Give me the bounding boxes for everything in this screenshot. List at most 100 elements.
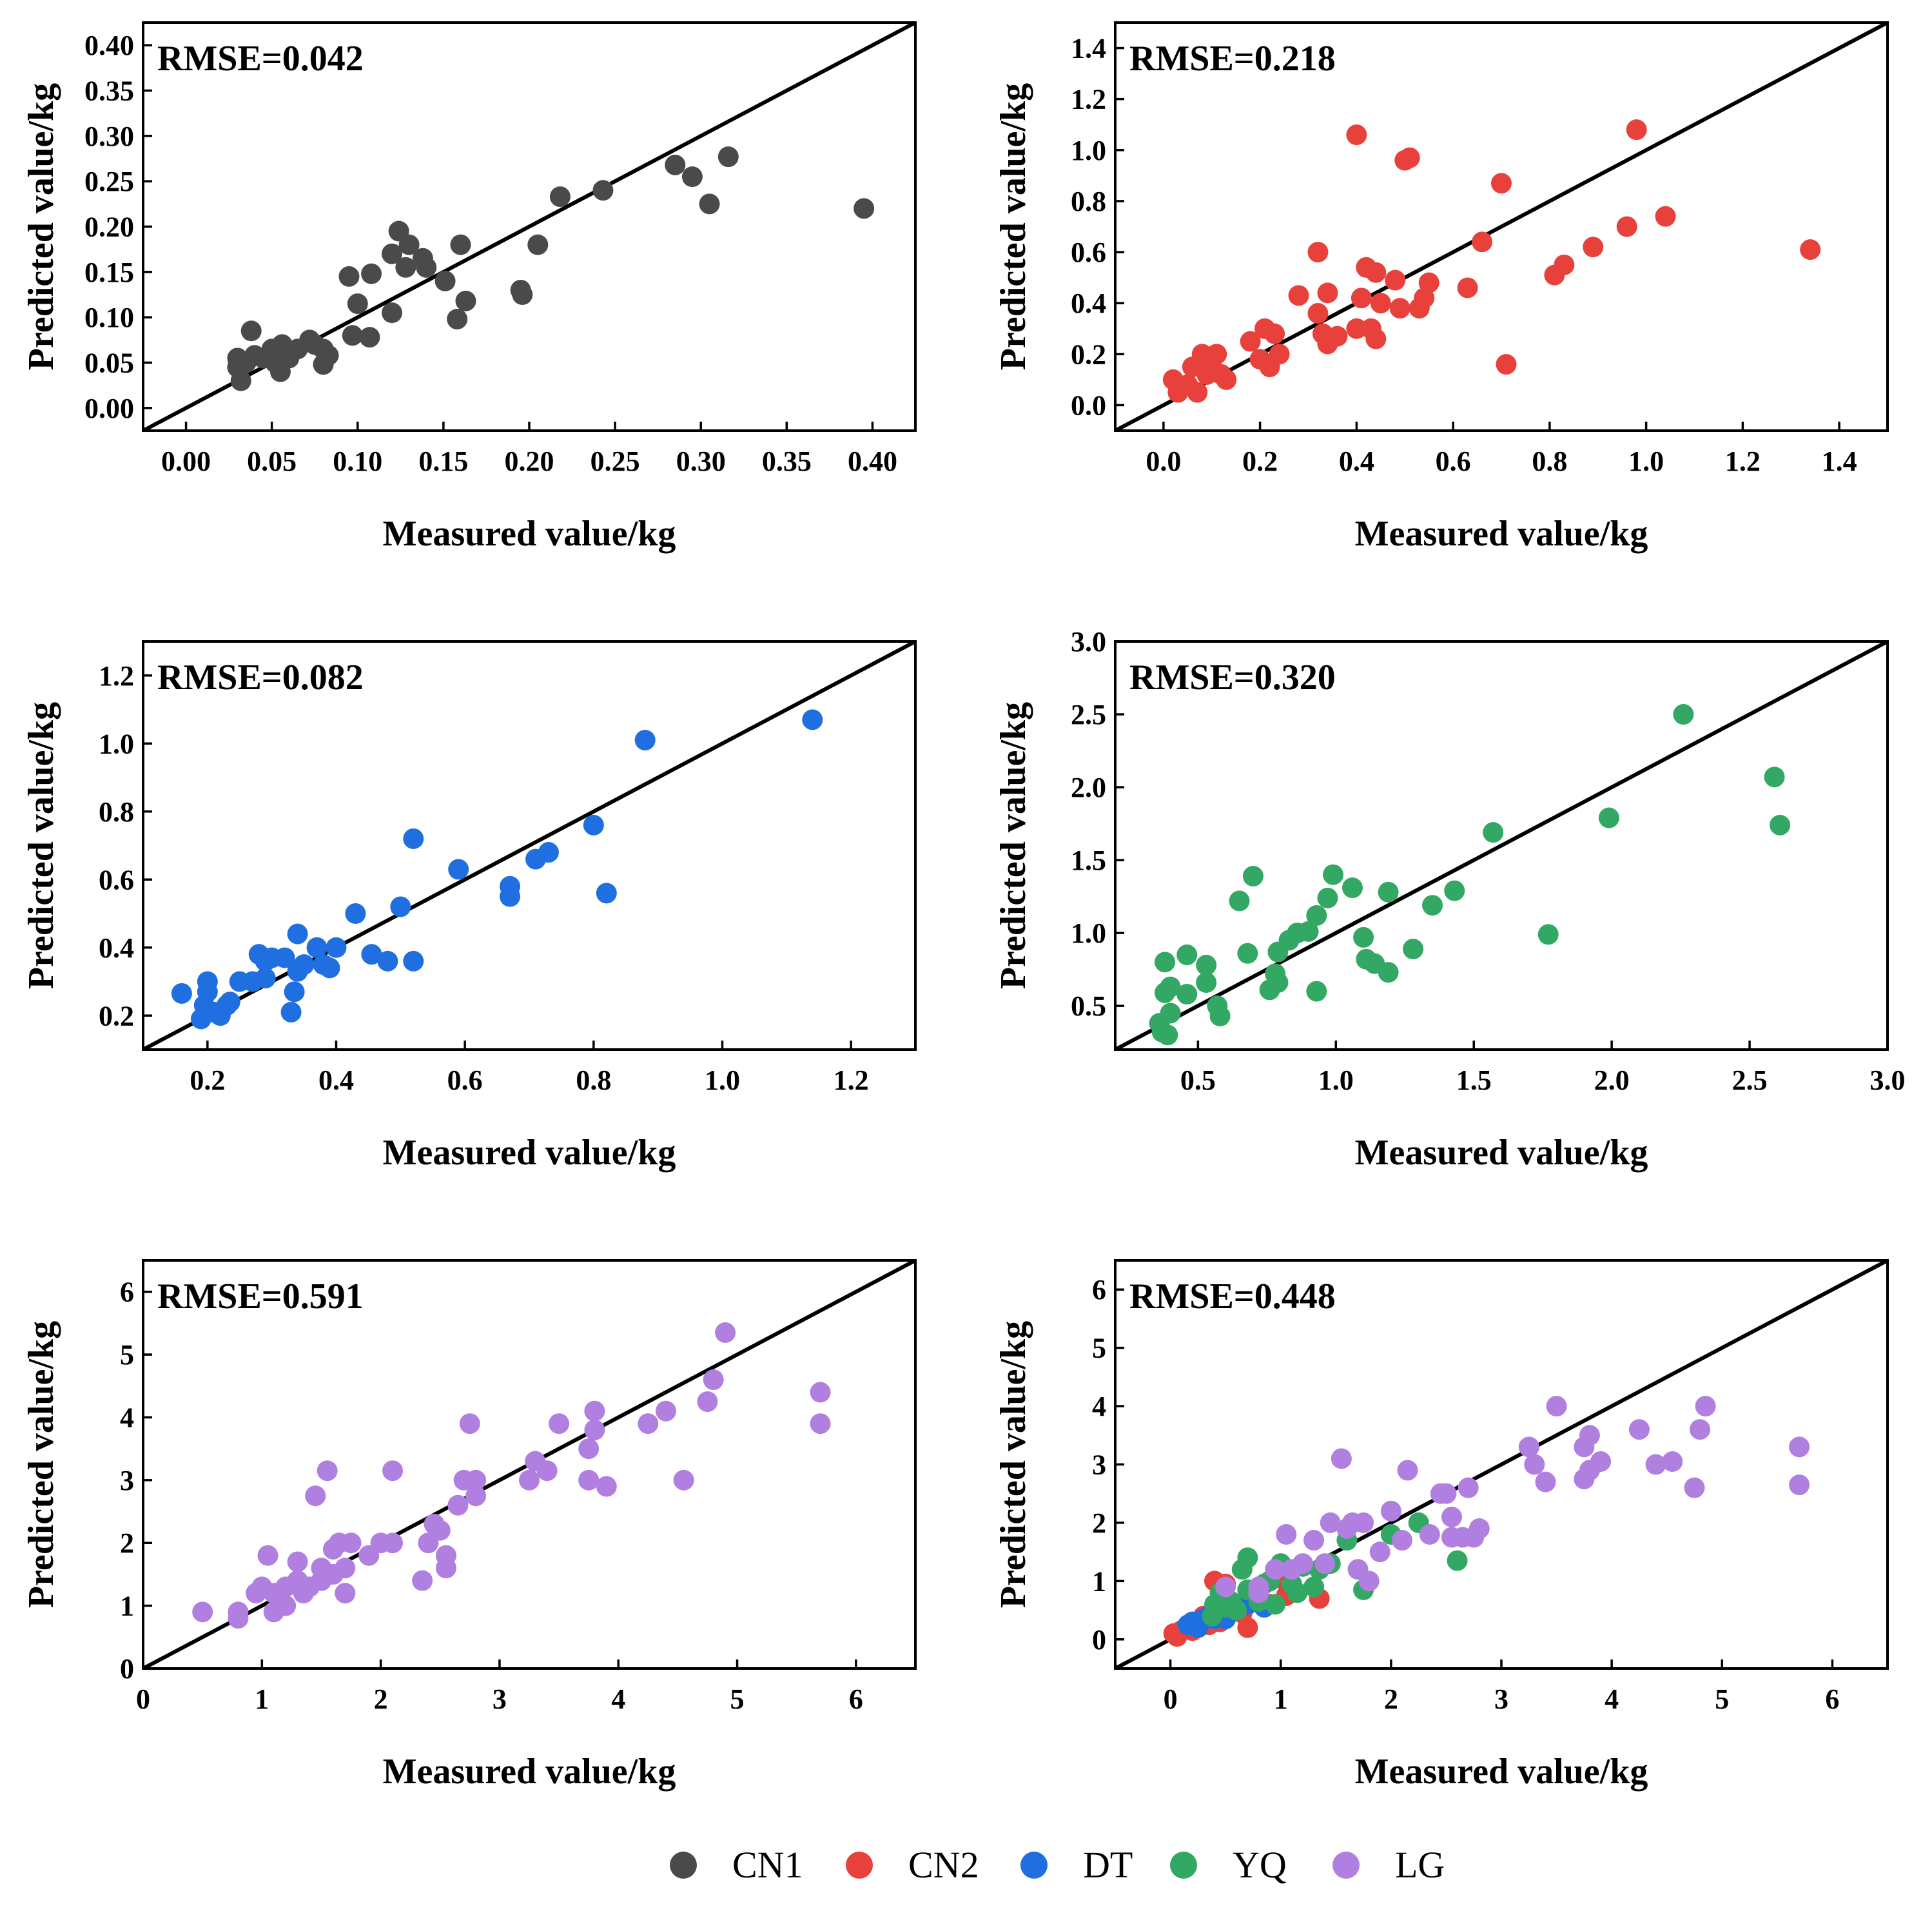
x-tick-label: 6 [1825,1683,1839,1715]
data-point-cn2 [1385,269,1406,291]
x-tick-label: 0.00 [161,445,211,477]
data-point-cn1 [447,308,468,329]
data-point-cn1 [382,302,403,324]
data-point-lg [1695,1396,1716,1417]
x-tick-label: 0.4 [1339,445,1374,477]
y-tick-label: 0 [1092,1624,1106,1656]
rmse-annotation: RMSE=0.042 [157,39,364,79]
data-point-lg [578,1438,600,1460]
x-tick-label: 2 [374,1683,388,1715]
x-tick-label: 3 [1494,1683,1508,1715]
data-point-yq [1483,822,1504,843]
data-point-dt [280,1001,302,1023]
rmse-annotation: RMSE=0.448 [1129,1277,1336,1316]
data-point-yq [1242,865,1264,886]
legend-item-cn1: CN1 [670,1844,803,1886]
x-tick-label: 0.35 [762,445,812,477]
x-tick-label: 4 [1605,1683,1619,1715]
y-tick-label: 0.40 [84,30,134,61]
y-tick-label: 6 [1092,1274,1106,1306]
x-tick-label: 0 [136,1683,150,1715]
data-point-lg [703,1369,724,1391]
y-axis-title: Predicted value/kg [993,702,1033,989]
data-point-cn1 [318,345,339,366]
y-tick-label: 5 [120,1339,134,1371]
plot-area [143,641,915,1050]
data-point-lg [596,1476,617,1497]
y-tick-label: 2.0 [1071,772,1106,803]
data-point-yq [1155,952,1176,973]
legend-label: YQ [1233,1844,1287,1886]
data-point-cn1 [338,266,360,287]
y-tick-label: 1.0 [99,728,134,759]
y-tick-label: 0.5 [1071,990,1106,1022]
data-point-cn1 [717,146,739,168]
data-point-cn2 [1307,303,1329,324]
data-point-cn1 [416,257,437,278]
data-point-yq [1598,807,1619,828]
data-point-lg [1276,1524,1297,1545]
data-point-cn1 [434,270,456,291]
data-point-dt [345,903,366,924]
data-point-lg [435,1558,456,1579]
data-point-cn2 [1655,206,1676,227]
plot-area [1115,1260,1888,1668]
data-point-dt [255,968,276,989]
data-point-yq [1287,1582,1308,1603]
y-tick-label: 1.2 [1071,84,1106,115]
data-point-dt [538,842,559,863]
data-point-yq [1229,890,1250,912]
data-point-lg [1628,1419,1650,1440]
data-point-yq [1209,1006,1231,1027]
legend-label: CN2 [908,1844,979,1886]
x-tick-label: 1.0 [705,1064,740,1096]
data-point-lg [192,1601,213,1623]
data-point-cn1 [398,234,420,255]
data-point-cn1 [347,293,368,315]
data-point-lg [335,1558,356,1579]
data-point-lg [584,1419,605,1440]
panel-2: 0.0 0.2 0.4 0.6 0.8 1.0 1.2 1.4 0.0 0.2 0.4 0.6 0.8 1… [993,21,1889,554]
data-point-yq [1176,984,1198,1005]
legend-label: DT [1083,1844,1133,1886]
data-point-dt [361,944,382,965]
x-tick-label: 1.0 [1628,445,1664,477]
data-point-yq [1196,972,1217,993]
data-point-lg [1215,1576,1236,1598]
y-tick-label: 0 [120,1653,134,1685]
legend-item-cn2: CN2 [846,1844,979,1886]
x-tick-label: 0 [1164,1683,1178,1715]
axes-frame [1114,640,1889,1051]
y-tick-label: 1 [120,1590,134,1622]
data-point-cn1 [450,234,471,255]
x-tick-label: 2.0 [1594,1064,1630,1096]
data-point-cn2 [1626,119,1647,141]
y-tick-label: 3.0 [1071,626,1106,658]
data-point-cn1 [230,370,251,391]
axes-frame [142,1259,917,1670]
data-point-yq [1403,939,1424,960]
data-point-lg [1645,1454,1666,1475]
legend-marker [670,1852,697,1879]
data-point-dt [319,957,340,979]
data-point-lg [257,1545,278,1566]
data-point-yq [1378,962,1399,983]
data-point-yq [1378,881,1399,903]
data-point-cn1 [527,234,549,255]
x-tick-label: 0.15 [418,445,468,477]
x-tick-label: 0.6 [1436,445,1471,477]
data-point-lg [1690,1419,1711,1440]
data-point-lg [429,1520,451,1541]
data-point-lg [275,1595,297,1616]
legend-item-lg: LG [1332,1844,1445,1886]
x-tick-label: 1 [255,1683,269,1715]
data-point-cn2 [1288,285,1309,306]
data-point-lg [1535,1471,1556,1492]
y-tick-label: 0.30 [84,121,134,152]
data-point-cn1 [455,290,476,311]
data-point-cn2 [1216,369,1237,390]
data-point-lg [1662,1451,1683,1472]
data-point-lg [340,1532,362,1554]
data-point-yq [1303,1576,1325,1598]
data-point-yq [1447,1550,1468,1571]
